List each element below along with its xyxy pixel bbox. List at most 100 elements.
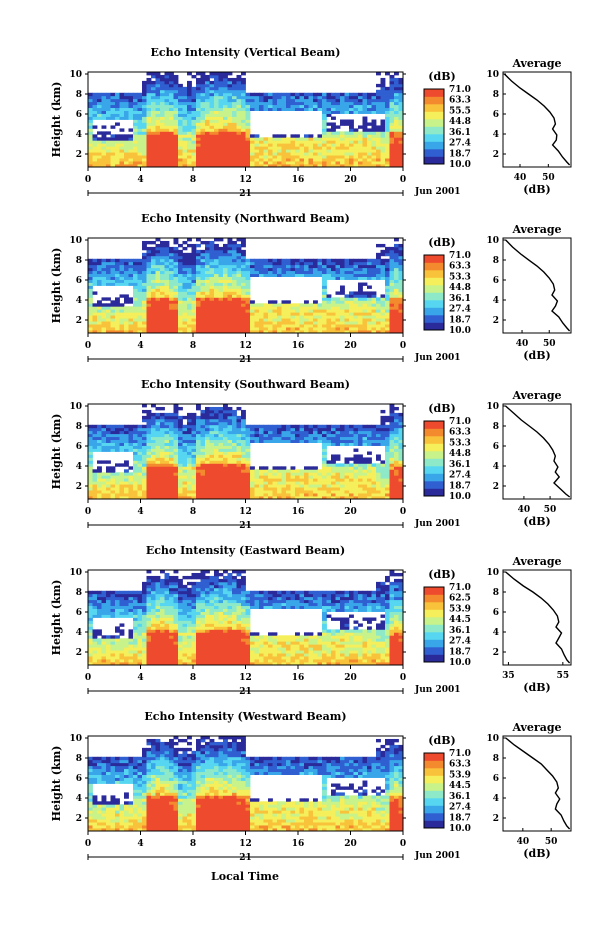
heatmap-cell [317,161,323,165]
heatmap-cell [196,424,201,429]
heatmap-cell [119,98,125,103]
heatmap-cell [218,490,224,494]
heatmap-cell [250,484,255,488]
heatmap-cell [353,327,359,331]
heatmap-cell [151,255,156,260]
heatmap-cell [178,116,183,120]
heatmap-cell [142,469,147,473]
heatmap-cell [331,442,336,446]
heatmap-cell [173,128,179,132]
heatmap-cell [214,300,219,304]
heatmap-cell [398,149,404,153]
heatmap-cell [187,327,192,331]
heatmap-cell [245,472,251,476]
heatmap-cell [146,324,152,328]
heatmap-cell [124,463,129,467]
heatmap-cell [115,424,120,429]
heatmap-cell [281,137,287,141]
heatmap-cell [137,490,143,494]
heatmap-cell [196,330,201,334]
heatmap-cell [268,164,273,168]
heatmap-cell [115,146,120,150]
heatmap-cell [146,264,152,269]
heatmap-cell [232,427,237,432]
heatmap-cell [200,330,206,334]
heatmap-cell [268,98,273,103]
heatmap-cell [272,312,278,316]
heatmap-cell [155,454,161,458]
heatmap-cell [151,445,156,449]
heatmap-cell [389,119,395,123]
heatmap-cell [142,496,147,500]
heatmap-cell [232,116,237,120]
heatmap-cell [88,155,93,159]
heatmap-cell [385,258,390,263]
heatmap-cell [250,330,255,334]
heatmap-cell [205,457,210,461]
heatmap-cell [376,330,381,334]
heatmap-cell [155,261,161,266]
heatmap-cell [191,330,197,334]
heatmap-cell [236,164,242,168]
heatmap-cell [299,92,305,97]
heatmap-cell [205,493,210,497]
heatmap-cell [133,279,138,283]
heatmap-cell [200,490,206,494]
heatmap-cell [115,327,120,331]
heatmap-cell [232,475,237,479]
heatmap-cell [313,439,318,443]
heatmap-cell [214,472,219,476]
heatmap-cell [214,74,219,79]
heatmap-cell [169,270,174,275]
heatmap-cell [299,264,305,269]
heatmap-cell [349,122,354,126]
heatmap-cell [205,466,210,470]
heatmap-cell [214,146,219,150]
heatmap-cell [115,155,120,159]
heatmap-cell [299,469,305,473]
heatmap-cell [340,300,345,304]
heatmap-cell [362,297,368,301]
chart-panel-2: Echo Intensity (Southward Beam)246810Hei… [50,378,572,531]
heatmap-cell [277,155,282,159]
heatmap-cell [227,146,233,150]
heatmap-cell [200,152,206,156]
heatmap-cell [227,451,233,455]
heatmap-cell [218,80,224,85]
heatmap-cell [326,270,332,275]
heatmap-cell [371,273,377,277]
heatmap-cell [326,137,332,141]
heatmap-cell [196,158,201,162]
heatmap-cell [191,439,197,443]
heatmap-cell [218,327,224,331]
heatmap-cell [358,309,363,313]
heatmap-cell [124,439,129,443]
heatmap-cell [281,101,287,106]
heatmap-cell [115,312,120,316]
heatmap-cell [376,83,381,88]
heatmap-cell [160,421,165,426]
heatmap-cell [191,246,197,251]
heatmap-cell [236,487,242,491]
heatmap-cell [277,143,282,147]
heatmap-cell [223,279,228,283]
heatmap-cell [146,448,152,452]
heatmap-cell [106,146,111,150]
heatmap-cell [299,107,305,111]
heatmap-cell [385,107,390,111]
heatmap-cell [119,493,125,497]
heatmap-cell [236,146,242,150]
heatmap-cell [304,152,309,156]
heatmap-cell [241,324,246,328]
heatmap-cell [169,297,174,301]
heatmap-cell [241,128,246,132]
heatmap-cell [200,436,206,441]
heatmap-cell [362,424,368,429]
heatmap-cell [349,312,354,316]
heatmap-cell [119,149,125,153]
heatmap-cell [313,270,318,275]
heatmap-cell [245,451,251,455]
heatmap-cell [106,324,111,328]
heatmap-cell [317,327,323,331]
heatmap-cell [326,306,332,310]
